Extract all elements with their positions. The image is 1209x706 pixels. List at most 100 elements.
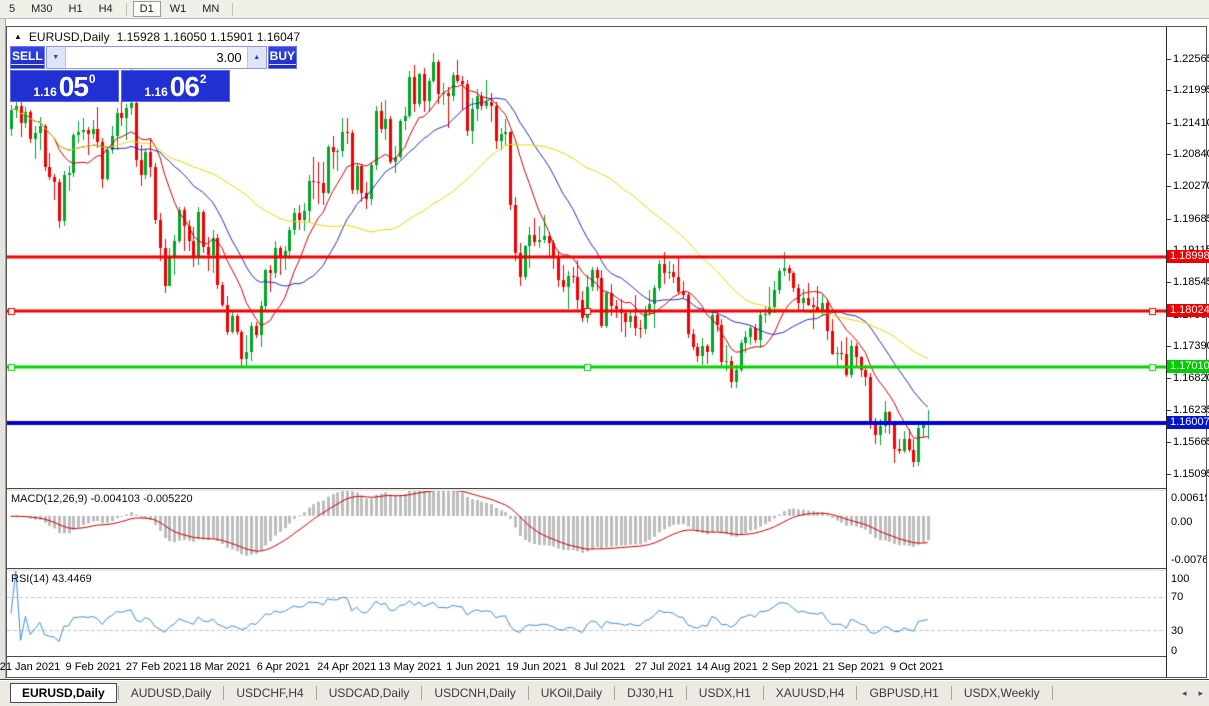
rsi-axis-label: 70 xyxy=(1171,591,1184,603)
sell-button[interactable]: SELL xyxy=(10,46,45,69)
date-label: 2 Sep 2021 xyxy=(762,661,819,673)
price-axis-label: 1.15665 xyxy=(1167,436,1209,448)
price-axis-label: 1.20840 xyxy=(1167,148,1209,160)
toolbar-separator xyxy=(232,2,234,16)
timeframe-button-w1[interactable]: W1 xyxy=(169,3,187,15)
timeframe-button-mn[interactable]: MN xyxy=(202,3,220,15)
price-chart-canvas[interactable] xyxy=(7,45,1166,488)
rsi-canvas[interactable] xyxy=(7,571,1166,656)
chevron-down-icon: ▼ xyxy=(52,54,60,61)
tab-separator xyxy=(856,686,858,700)
tab-usdcad-daily[interactable]: USDCAD,Daily xyxy=(328,686,410,700)
toolbar-separator xyxy=(125,2,127,16)
tab-separator xyxy=(614,686,616,700)
tab-usdcnh-daily[interactable]: USDCNH,Daily xyxy=(434,686,516,700)
sell-button-label: SELL xyxy=(11,49,44,65)
price-axis-label: 1.16820 xyxy=(1167,372,1209,384)
tab-separator xyxy=(950,686,952,700)
timeframe-toolbar: 5 M30 H1 H4 D1 W1 MN xyxy=(0,0,1209,19)
buy-price-prefix: 1.16 xyxy=(144,84,168,99)
tab-dj30-h1[interactable]: DJ30,H1 xyxy=(627,686,674,700)
chart-window: ▲ EURUSD,Daily 1.15928 1.16050 1.15901 1… xyxy=(0,26,1209,678)
volume-decrease-button[interactable]: ▼ xyxy=(46,47,66,68)
macd-axis-label: 0.006193 xyxy=(1171,492,1206,504)
rsi-indicator-label: RSI(14) 43.4469 xyxy=(11,573,92,585)
buy-price-panel[interactable]: 1.16 06 2 xyxy=(121,70,230,102)
price-badge-1-18998: 1.18998 xyxy=(1167,249,1209,263)
panel-divider-gap xyxy=(7,569,1167,571)
rsi-axis-label: 0 xyxy=(1171,645,1178,657)
price-badge-1-18024: 1.18024 xyxy=(1167,304,1209,318)
chart-tab-bar: EURUSD,Daily AUDUSD,Daily USDCHF,H4 USDCAD,… xyxy=(0,679,1209,706)
tab-scroll-nav: ◂ ▸ xyxy=(1182,688,1203,699)
date-label: 19 Jun 2021 xyxy=(506,661,568,673)
rsi-axis-label: 100 xyxy=(1171,573,1190,585)
tab-usdx-h1[interactable]: USDX,H1 xyxy=(698,686,751,700)
price-axis-label: 1.16235 xyxy=(1167,404,1209,416)
tab-separator xyxy=(762,686,764,700)
price-axis-label: 1.19685 xyxy=(1167,213,1209,225)
date-label: 27 Feb 2021 xyxy=(125,661,188,673)
tab-separator xyxy=(1051,686,1053,700)
date-label: 8 Jul 2021 xyxy=(574,661,626,673)
date-label: 21 Jan 2021 xyxy=(0,661,61,673)
tab-audusd-daily[interactable]: AUDUSD,Daily xyxy=(130,686,212,700)
volume-increase-button[interactable]: ▲ xyxy=(246,47,266,68)
timeframe-button-d1[interactable]: D1 xyxy=(132,1,161,17)
timeframe-button-h1[interactable]: H1 xyxy=(68,3,83,15)
timeframe-button-m30[interactable]: M30 xyxy=(31,3,53,15)
buy-price-pip: 2 xyxy=(199,72,207,86)
sell-price-panel[interactable]: 1.16 05 0 xyxy=(10,70,119,102)
panel-divider[interactable] xyxy=(7,488,1167,489)
price-axis[interactable]: 1.22565 1.21995 1.21410 1.20840 1.20270 1.196… xyxy=(1166,27,1209,677)
date-label: 14 Aug 2021 xyxy=(695,661,758,673)
timeframe-button-h4[interactable]: H4 xyxy=(98,3,113,15)
one-click-trading-panel: SELL ▼ ▲ BUY 1.16 05 0 1.16 xyxy=(10,46,298,102)
panel-divider xyxy=(7,656,1167,657)
price-axis-label: 1.21410 xyxy=(1167,117,1209,129)
tab-usdx-weekly[interactable]: USDX,Weekly xyxy=(963,686,1040,700)
tab-separator xyxy=(223,686,225,700)
tab-separator xyxy=(117,686,119,700)
volume-input[interactable] xyxy=(65,47,247,68)
buy-button[interactable]: BUY xyxy=(267,46,298,69)
tab-gbpusd-h1[interactable]: GBPUSD,H1 xyxy=(869,686,939,700)
chart-symbol-title: EURUSD,Daily xyxy=(28,29,110,44)
tab-separator xyxy=(685,686,687,700)
date-label: 13 May 2021 xyxy=(378,661,442,673)
left-window-frame xyxy=(0,19,6,706)
date-label: 21 Sep 2021 xyxy=(822,661,885,673)
tab-separator xyxy=(527,686,529,700)
macd-axis-label: -0.007622 xyxy=(1171,554,1206,566)
macd-indicator-label: MACD(12,26,9) -0.004103 -0.005220 xyxy=(11,493,193,505)
one-click-trading-toggle-icon[interactable]: ▲ xyxy=(14,31,22,41)
date-label: 9 Feb 2021 xyxy=(65,661,122,673)
tab-eurusd-daily[interactable]: EURUSD,Daily xyxy=(10,683,117,703)
buy-button-label: BUY xyxy=(268,49,297,65)
date-axis[interactable]: 21 Jan 2021 9 Feb 2021 27 Feb 2021 18 Mar 2… xyxy=(0,658,1166,677)
price-badge-1-17010: 1.17010 xyxy=(1167,360,1209,374)
tab-separator xyxy=(421,686,423,700)
sell-price-pip: 0 xyxy=(88,72,96,86)
panel-divider[interactable] xyxy=(7,568,1167,569)
rsi-axis-label: 30 xyxy=(1171,625,1184,637)
sell-price-prefix: 1.16 xyxy=(33,84,57,99)
date-label: 9 Oct 2021 xyxy=(889,661,944,673)
chart-ohlc-quotes: 1.15928 1.16050 1.15901 1.16047 xyxy=(116,29,301,44)
tab-xauusd-h4[interactable]: XAUUSD,H4 xyxy=(775,686,845,700)
timeframe-button-5[interactable]: 5 xyxy=(9,3,16,15)
price-axis-label: 1.18545 xyxy=(1167,276,1209,288)
price-axis-label: 1.15095 xyxy=(1167,468,1209,480)
price-axis-label: 1.17390 xyxy=(1167,340,1209,352)
macd-axis-label: 0.00 xyxy=(1171,516,1193,528)
macd-canvas[interactable] xyxy=(7,491,1166,568)
date-label: 18 Mar 2021 xyxy=(189,661,251,673)
date-label: 27 Jul 2021 xyxy=(635,661,692,673)
tab-scroll-right-icon[interactable]: ▸ xyxy=(1198,688,1203,698)
volume-stepper: ▼ ▲ xyxy=(45,46,267,69)
tab-usdchf-h4[interactable]: USDCHF,H4 xyxy=(236,686,304,700)
chevron-up-icon: ▲ xyxy=(253,54,261,61)
tab-scroll-left-icon[interactable]: ◂ xyxy=(1181,688,1187,698)
tab-ukoil-daily[interactable]: UKOil,Daily xyxy=(540,686,603,700)
panel-divider-gap xyxy=(7,489,1167,491)
